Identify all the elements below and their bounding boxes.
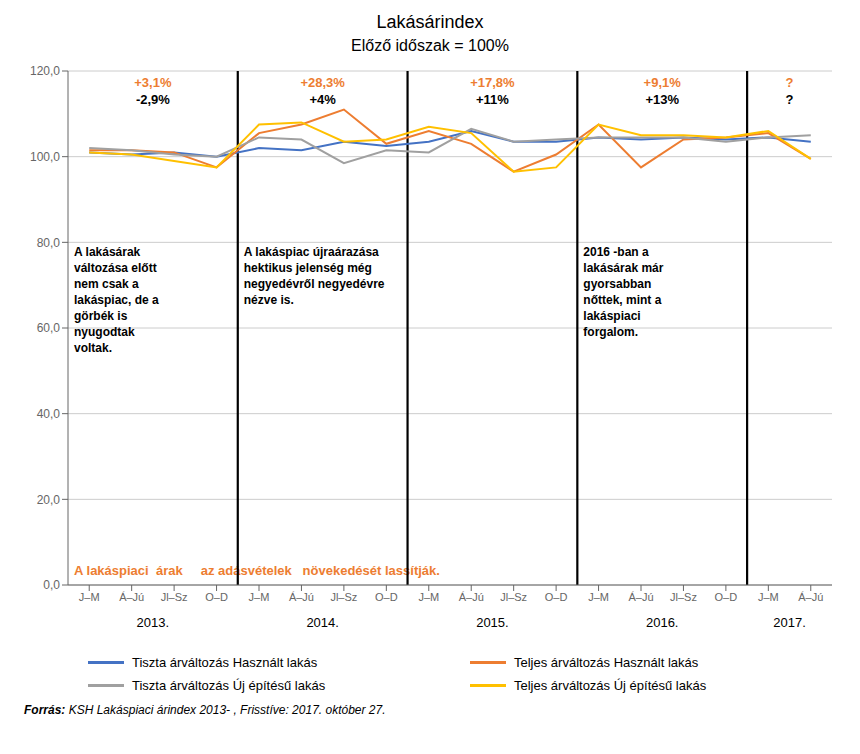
svg-text:+3,1%: +3,1% <box>134 75 172 90</box>
svg-text:+13%: +13% <box>645 92 679 107</box>
svg-text:?: ? <box>786 75 794 90</box>
svg-text:O–D: O–D <box>545 591 568 603</box>
html-text:Előző időszak = 100%: Előző időszak = 100% <box>351 37 509 54</box>
svg-text:J–M: J–M <box>588 591 609 603</box>
svg-text:Jl–Sz: Jl–Sz <box>670 591 697 603</box>
svg-text:20,0: 20,0 <box>37 493 61 507</box>
svg-text:60,0: 60,0 <box>37 321 61 335</box>
svg-text:A lakáspiac újraárazásahektiku: A lakáspiac újraárazásahektikus jelenség… <box>244 245 385 307</box>
svg-text:+11%: +11% <box>476 92 509 107</box>
svg-text:+28,3%: +28,3% <box>300 75 345 90</box>
svg-text:2014.: 2014. <box>306 615 339 630</box>
svg-text:+9,1%: +9,1% <box>644 75 682 90</box>
svg-text:Jl–Sz: Jl–Sz <box>500 591 527 603</box>
svg-text:2015.: 2015. <box>476 615 509 630</box>
svg-text:0,0: 0,0 <box>43 578 60 592</box>
svg-text:Á–Jú: Á–Jú <box>119 591 144 603</box>
svg-text:Á–Jú: Á–Jú <box>628 591 653 603</box>
svg-text:O–D: O–D <box>715 591 738 603</box>
svg-text:Jl–Sz: Jl–Sz <box>330 591 357 603</box>
svg-text:80,0: 80,0 <box>37 236 61 250</box>
svg-text:A lakásárakváltozása előttnem: A lakásárakváltozása előttnem csak alaká… <box>74 245 159 355</box>
svg-text:2017.: 2017. <box>773 615 806 630</box>
svg-text:Jl–Sz: Jl–Sz <box>161 591 188 603</box>
svg-text:?: ? <box>786 92 794 107</box>
svg-text:J–M: J–M <box>418 591 439 603</box>
svg-text:+4%: +4% <box>309 92 336 107</box>
html-text:Tiszta árváltozás Használt lak: Tiszta árváltozás Használt lakás <box>132 655 318 670</box>
html-text:Teljes árváltozás Használt lak: Teljes árváltozás Használt lakás <box>514 655 699 670</box>
svg-text:Á–Jú: Á–Jú <box>459 591 484 603</box>
svg-text:+17,8%: +17,8% <box>470 75 515 90</box>
svg-text:2016 -ban alakásárak márgyorsa: 2016 -ban alakásárak márgyorsabbannőttek… <box>583 245 663 339</box>
html-text:Forrás: KSH Lakáspiaci árindex: Forrás: KSH Lakáspiaci árindex 2013- , F… <box>24 703 386 717</box>
svg-text:40,0: 40,0 <box>37 407 61 421</box>
html-text:Lakásárindex: Lakásárindex <box>376 12 484 32</box>
svg-text:O–D: O–D <box>205 591 228 603</box>
html-text:Tiszta árváltozás Új építésű l: Tiszta árváltozás Új építésű lakás <box>132 678 326 693</box>
svg-text:Á–Jú: Á–Jú <box>798 591 823 603</box>
svg-text:2016.: 2016. <box>646 615 679 630</box>
svg-text:J–M: J–M <box>249 591 270 603</box>
svg-text:Á–Jú: Á–Jú <box>289 591 314 603</box>
svg-text:100,0: 100,0 <box>30 150 60 164</box>
svg-text:J–M: J–M <box>758 591 779 603</box>
svg-text:-2,9%: -2,9% <box>136 92 170 107</box>
html-text:Teljes árváltozás Új építésű l: Teljes árváltozás Új építésű lakás <box>514 678 707 693</box>
svg-text:120,0: 120,0 <box>30 64 60 78</box>
svg-text:J–M: J–M <box>79 591 100 603</box>
svg-text:A lakáspiaci árak az adás: A lakáspiaci árak az adásvételek növeked… <box>74 563 440 578</box>
svg-text:2013.: 2013. <box>137 615 170 630</box>
svg-text:O–D: O–D <box>375 591 398 603</box>
